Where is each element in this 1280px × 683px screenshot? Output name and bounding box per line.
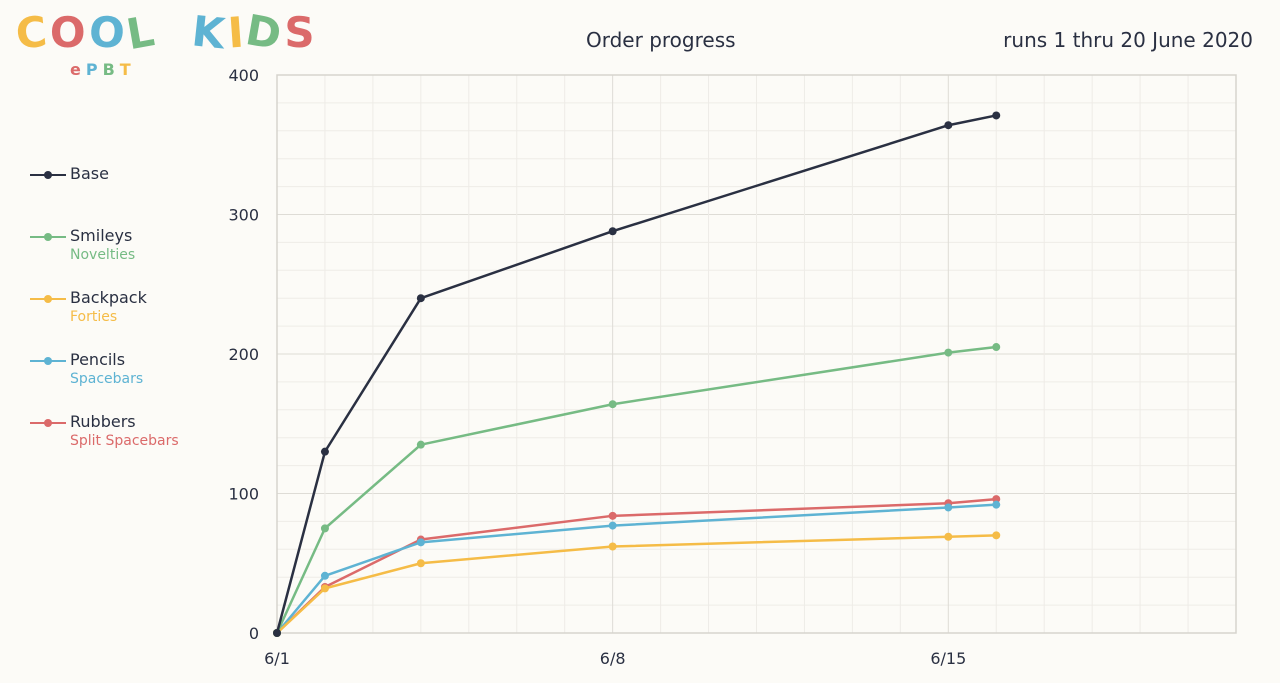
data-point-pencils xyxy=(320,571,329,580)
series-line-base xyxy=(275,114,997,634)
data-point-backpack xyxy=(320,584,329,593)
legend-marker xyxy=(44,233,52,241)
data-point-base xyxy=(416,294,425,303)
data-point-pencils xyxy=(416,538,425,547)
data-point-backpack xyxy=(992,531,1001,540)
legend-item-smileys: Smileys Novelties xyxy=(30,226,220,270)
data-point-base xyxy=(320,447,329,456)
legend-item-rubbers: Rubbers Split Spacebars xyxy=(30,412,220,456)
data-point-backpack xyxy=(944,532,953,541)
y-tick-label: 300 xyxy=(228,206,259,225)
data-point-pencils xyxy=(944,503,953,512)
legend-marker xyxy=(44,419,52,427)
data-point-rubbers xyxy=(608,511,617,520)
data-point-pencils xyxy=(608,521,617,530)
y-tick-label: 100 xyxy=(228,485,259,504)
plot-frame xyxy=(276,74,1237,634)
data-point-base xyxy=(944,121,953,130)
data-point-pencils xyxy=(992,500,1001,509)
data-point-smileys xyxy=(320,524,329,533)
legend-label: Smileys xyxy=(70,226,133,245)
legend-label: Rubbers xyxy=(70,412,136,431)
data-point-smileys xyxy=(992,343,1001,352)
legend-marker xyxy=(44,357,52,365)
x-tick-label: 6/15 xyxy=(930,649,966,668)
chart-subtitle: runs 1 thru 20 June 2020 xyxy=(1003,28,1253,52)
legend-label: Base xyxy=(70,164,109,183)
data-point-backpack xyxy=(416,559,425,568)
chart-title: Order progress xyxy=(586,28,736,52)
data-point-base xyxy=(608,227,617,236)
logo-title: COOL KIDS xyxy=(13,5,376,60)
data-point-smileys xyxy=(608,400,617,409)
series-line-smileys xyxy=(275,345,997,634)
legend-marker xyxy=(44,171,52,179)
y-tick-label: 0 xyxy=(249,624,259,643)
data-point-base xyxy=(273,629,281,637)
legend-marker xyxy=(44,295,52,303)
legend-item-pencils: Pencils Spacebars xyxy=(30,350,220,394)
x-tick-label: 6/8 xyxy=(600,649,626,668)
logo-letter: S xyxy=(284,8,318,57)
logo-sub-letter: T xyxy=(119,60,136,79)
y-tick-label: 200 xyxy=(228,345,259,364)
y-tick-label: 400 xyxy=(228,66,259,85)
logo-sub-letter: P xyxy=(85,60,103,79)
legend-item-backpack: Backpack Forties xyxy=(30,288,220,332)
legend-label: Backpack xyxy=(70,288,147,307)
legend-sublabel: Novelties xyxy=(70,247,136,263)
series-line-pencils xyxy=(276,503,997,634)
logo: COOL KIDS ePBT xyxy=(13,5,376,80)
data-point-base xyxy=(992,111,1001,120)
x-tick-label: 6/1 xyxy=(264,649,290,668)
data-point-backpack xyxy=(608,542,617,551)
series-line-backpack xyxy=(276,534,997,634)
logo-sub-letter: e xyxy=(70,60,86,79)
legend-item-base: Base xyxy=(30,164,220,208)
legend-label: Pencils xyxy=(70,350,126,369)
data-point-smileys xyxy=(416,440,425,449)
legend-sublabel: Split Spacebars xyxy=(70,433,179,449)
logo-letter: O xyxy=(49,8,89,57)
legend-sublabel: Spacebars xyxy=(70,371,144,387)
legend-sublabel: Forties xyxy=(70,309,118,325)
data-point-rubbers xyxy=(992,495,1001,504)
logo-subtitle: ePBT xyxy=(70,60,136,79)
data-point-smileys xyxy=(944,348,953,357)
logo-sub-letter: B xyxy=(102,60,120,79)
